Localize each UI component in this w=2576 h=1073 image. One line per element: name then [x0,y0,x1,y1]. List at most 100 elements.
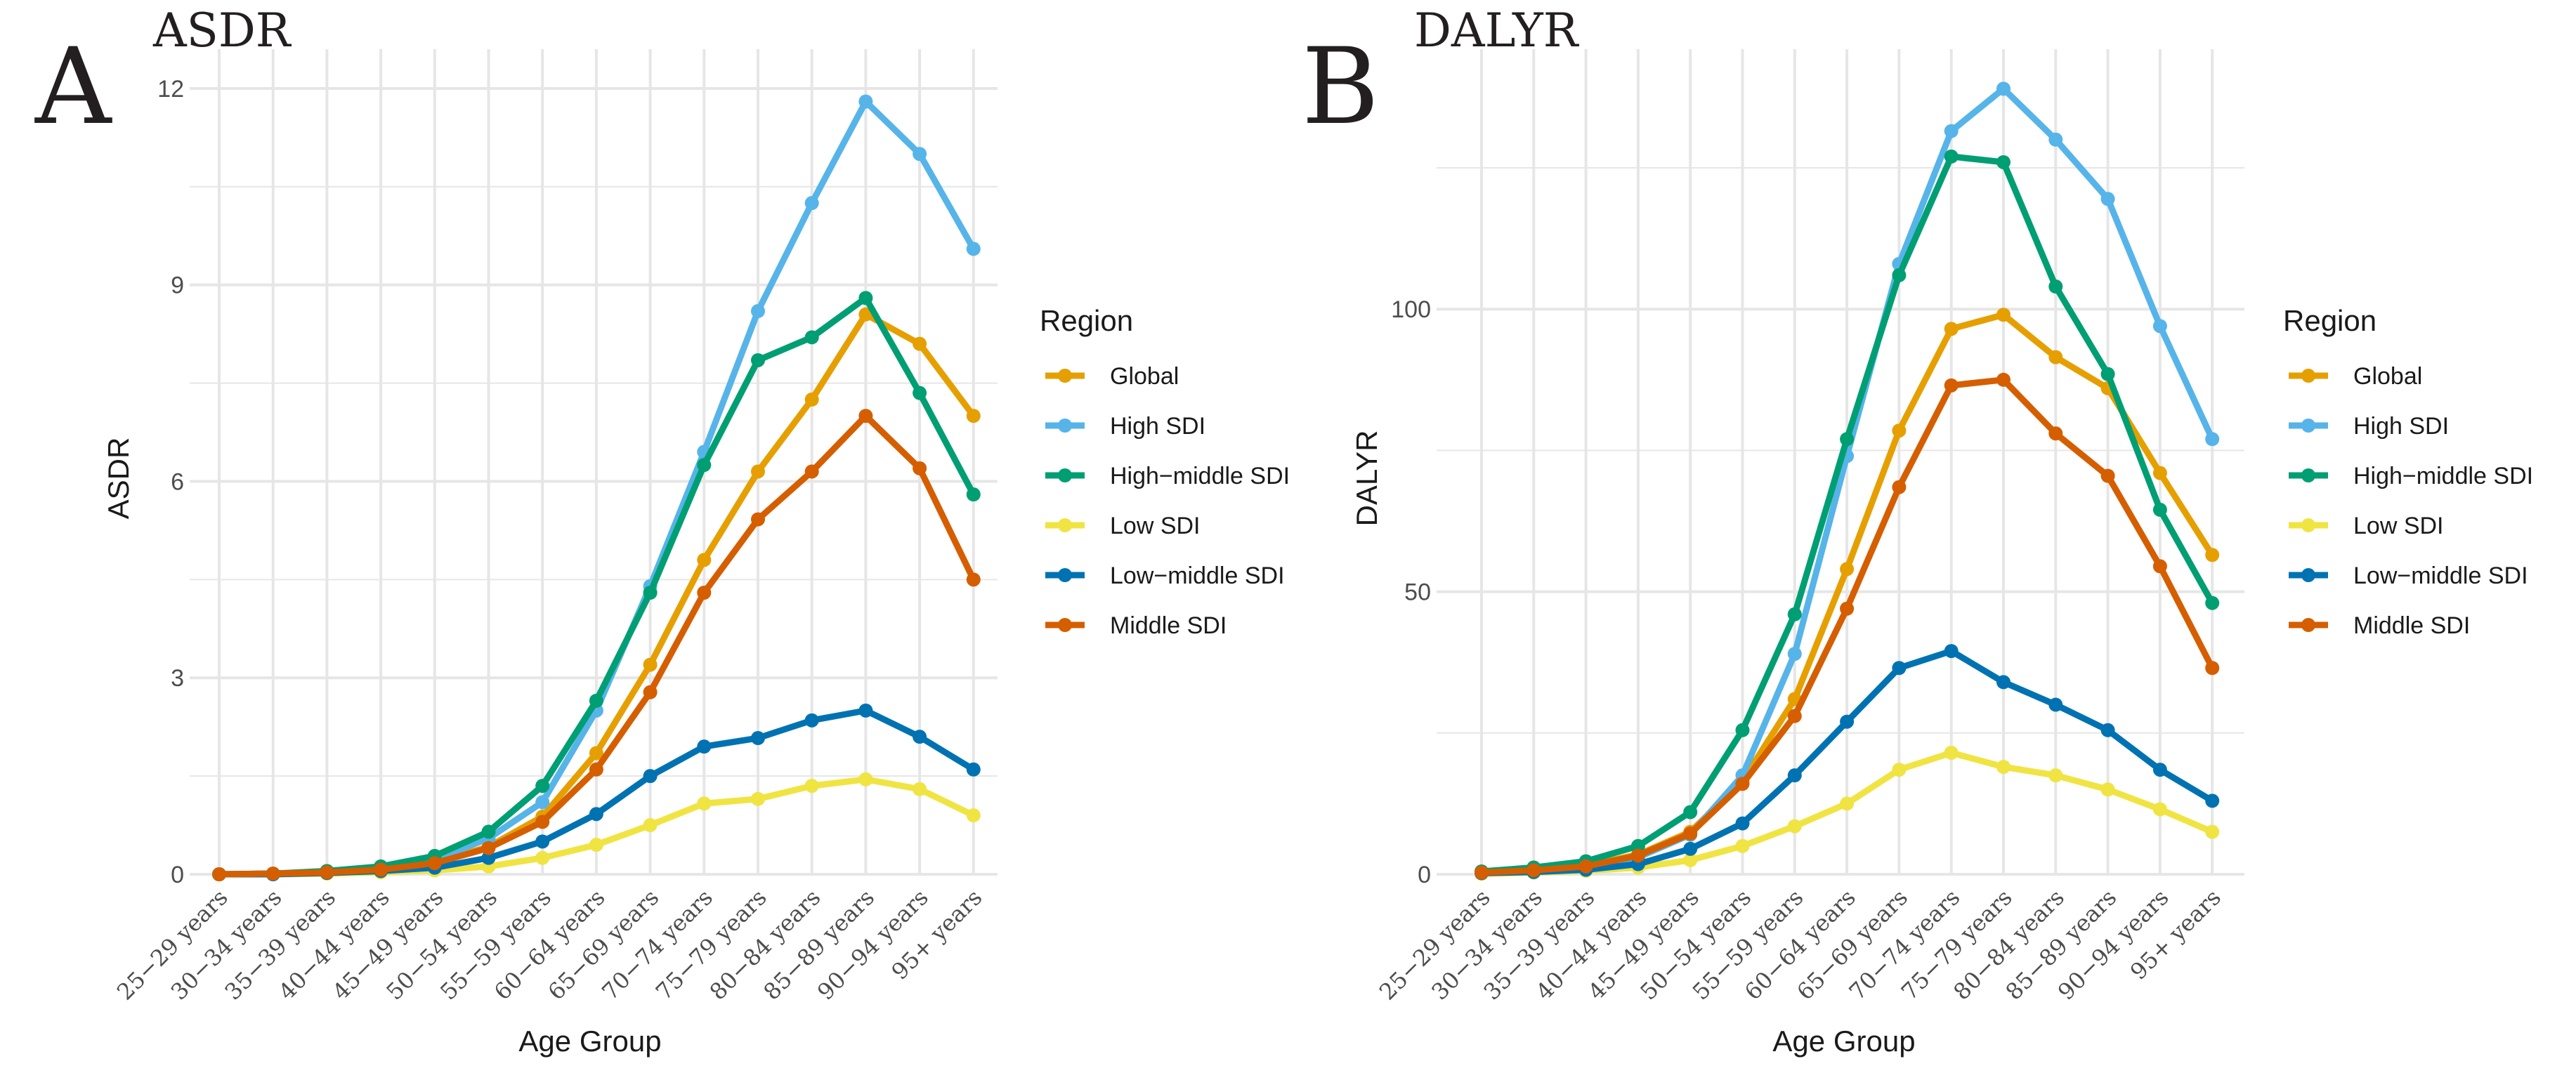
panel-b-legend-item-high-middle-sdi: High−middle SDI [2289,463,2533,489]
panel-b-point-middle-sdi [1787,709,1802,723]
panel-a-letter: A [34,26,112,148]
panel-b-legend-key-point [2301,369,2315,383]
panel-b-point-middle-sdi [2048,426,2063,441]
panel-b-point-high-middle-sdi [1996,154,2011,169]
panel-b-legend-item-low-sdi: Low SDI [2289,513,2444,539]
panel-b-point-low-sdi [1996,760,2011,775]
panel-b-series [1475,81,2220,881]
panel-a-point-global [913,336,927,351]
panel-a-legend-key-point [1058,618,1072,632]
panel-b-point-global [1892,423,1907,438]
panel-b-title: DALYR [1414,4,1580,58]
panel-a-point-middle-sdi [374,862,388,877]
panel-a-point-low-middle-sdi [913,730,927,744]
panel-b-point-low-middle-sdi [1996,675,2011,690]
panel-a-point-middle-sdi [643,685,658,699]
panel-a-legend-key-point [1058,369,1072,383]
panel-a-point-global [697,553,712,567]
panel-b-point-low-sdi [1787,819,1802,834]
panel-a-point-high-middle-sdi [751,353,765,367]
panel-a-point-high-middle-sdi [535,779,550,794]
panel-b-letter: B [1302,26,1379,148]
panel-b-point-global [1944,322,1959,336]
panel-a-point-low-sdi [751,791,765,806]
panel-a-point-low-middle-sdi [751,731,765,746]
panel-a-ytick-label: 6 [171,468,184,495]
panel-b-point-middle-sdi [1996,372,2011,387]
panel-a-point-high-middle-sdi [589,693,603,708]
panel-b-point-high-middle-sdi [1683,805,1698,819]
panel-b-point-high-middle-sdi [1944,149,1959,164]
panel-b-point-global [2205,548,2220,562]
panel-b-point-low-middle-sdi [2048,697,2063,712]
panel-a-legend-title: Region [1040,304,1133,337]
panel-b-point-middle-sdi [1944,378,1959,393]
panel-b-legend-label: Low−middle SDI [2353,562,2528,589]
panel-b-legend-key-point [2301,618,2315,632]
panel-a-point-high-sdi [913,147,927,162]
panel-a-point-middle-sdi [212,867,226,881]
panel-b-point-high-sdi [1787,647,1802,661]
panel-a-point-low-middle-sdi [697,739,712,754]
panel-b-point-low-middle-sdi [1840,714,1855,729]
panel-b-point-low-sdi [1735,838,1750,853]
panel-b-legend-label: Middle SDI [2353,612,2470,639]
panel-b-point-global [2048,350,2063,364]
panel-a-point-middle-sdi [697,586,712,600]
panel-b-point-low-middle-sdi [2205,794,2220,808]
panel-b-point-high-middle-sdi [2100,367,2115,381]
panel-a-point-high-middle-sdi [966,487,981,502]
panel-a-legend-label: Global [1110,363,1179,390]
panel-b-legend-key-point [2301,518,2315,532]
panel-b-point-low-sdi [2048,768,2063,783]
panel-a-point-low-sdi [913,782,927,796]
panel-a-point-low-middle-sdi [966,762,981,777]
panel-a-ytick-label: 0 [171,862,184,888]
panel-b-legend-key-point [2301,419,2315,433]
panel-b-legend-key-point [2301,468,2315,482]
panel-a-point-middle-sdi [751,512,765,527]
panel-a-legend-key-point [1058,419,1072,433]
panel-a-point-middle-sdi [804,464,819,479]
panel-a-point-global [751,464,765,479]
panel-a-legend-item-high-sdi: High SDI [1045,413,1205,440]
panel-a-legend-label: High SDI [1110,413,1205,440]
panel-a-point-low-sdi [697,796,712,811]
panel-b-point-high-middle-sdi [1630,838,1645,853]
panel-a-point-low-middle-sdi [804,713,819,728]
panel-b-ytick-labels: 0 50 100 [1391,296,1431,888]
panel-b-legend-key-point [2301,568,2315,582]
panel-b-point-low-sdi [2152,802,2167,817]
panel-b-point-middle-sdi [1683,827,1698,841]
panel-b-legend-label: Global [2353,363,2422,390]
panel-b-point-low-middle-sdi [2152,763,2167,777]
panel-a-legend-label: Low−middle SDI [1110,562,1285,589]
panel-a-legend-key-point [1058,468,1072,482]
panel-b-point-high-sdi [1944,124,1959,138]
panel-a-point-high-middle-sdi [643,586,658,600]
panel-b-point-low-sdi [2205,824,2220,839]
panel-b-point-high-middle-sdi [1892,268,1907,282]
panel-a-point-low-middle-sdi [589,807,603,822]
panel-a-series-middle-sdi [212,409,981,881]
panel-b-point-high-middle-sdi [2048,279,2063,294]
panel-a-point-global [589,746,603,761]
panel-a-y-axis-title: ASDR [102,437,135,520]
panel-b-legend-item-middle-sdi: Middle SDI [2289,612,2470,639]
panel-b-legend-label: Low SDI [2353,513,2444,539]
panel-a-point-middle-sdi [427,856,442,871]
panel-a-legend-item-high-middle-sdi: High−middle SDI [1045,463,1290,489]
panel-a-point-global [643,657,658,672]
panel-a-point-middle-sdi [266,867,280,881]
panel-a-x-axis-title: Age Group [518,1025,661,1058]
panel-b-point-low-middle-sdi [1735,816,1750,831]
panel-b-x-axis-title: Age Group [1772,1025,1915,1058]
panel-a-legend-label: High−middle SDI [1110,463,1290,489]
panel-a-point-high-sdi [751,304,765,319]
panel-a-legend-item-global: Global [1045,363,1179,390]
panel-a-series [212,94,981,881]
panel-a-point-low-middle-sdi [481,850,496,865]
panel-b-legend-title: Region [2283,304,2376,337]
